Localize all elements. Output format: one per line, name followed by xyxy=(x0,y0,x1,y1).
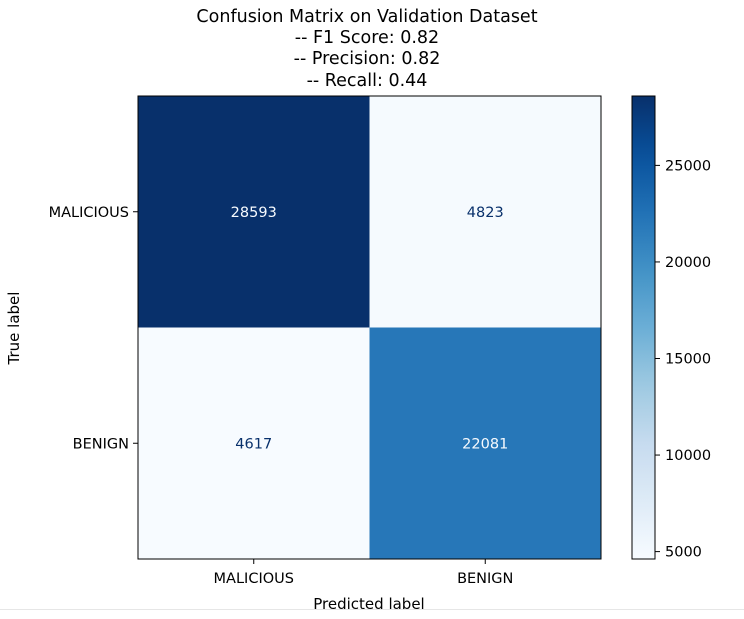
chart-subtitle-f1: -- F1 Score: 0.82 xyxy=(295,28,439,48)
colorbar: 5000 10000 15000 20000 25000 xyxy=(631,95,711,561)
chart-subtitle-recall: -- Recall: 0.44 xyxy=(307,71,428,91)
x-tick-label: BENIGN xyxy=(457,571,513,587)
chart-title: Confusion Matrix on Validation Dataset xyxy=(196,7,537,27)
matrix-cell xyxy=(369,327,601,559)
colorbar-gradient xyxy=(631,95,656,560)
y-tick-label: BENIGN xyxy=(73,436,129,452)
cell-value-label: 22081 xyxy=(462,436,508,452)
matrix-area: 28593 4823 4617 22081 MALICIOUS BENIGN MALICIO… xyxy=(49,95,602,587)
cell-value-label: 28593 xyxy=(231,205,277,221)
y-axis-label: True label xyxy=(5,292,23,366)
colorbar-tick-label: 25000 xyxy=(665,158,711,174)
cell-value-label: 4617 xyxy=(235,436,272,452)
colorbar-tick-label: 20000 xyxy=(665,255,711,271)
chart-subtitle-precision: -- Precision: 0.82 xyxy=(294,49,441,69)
matrix-frame xyxy=(137,95,602,560)
divider xyxy=(0,609,744,610)
colorbar-tick-label: 15000 xyxy=(665,351,711,367)
y-tick-label: MALICIOUS xyxy=(49,205,129,221)
matrix-cell xyxy=(138,327,370,559)
colorbar-tick-label: 5000 xyxy=(665,545,702,561)
colorbar-tick-label: 10000 xyxy=(665,448,711,464)
x-tick-label: MALICIOUS xyxy=(214,571,294,587)
matrix-cell xyxy=(369,96,601,328)
matrix-cell xyxy=(138,96,370,328)
x-axis-label: Predicted label xyxy=(313,595,424,613)
cell-value-label: 4823 xyxy=(467,205,504,221)
